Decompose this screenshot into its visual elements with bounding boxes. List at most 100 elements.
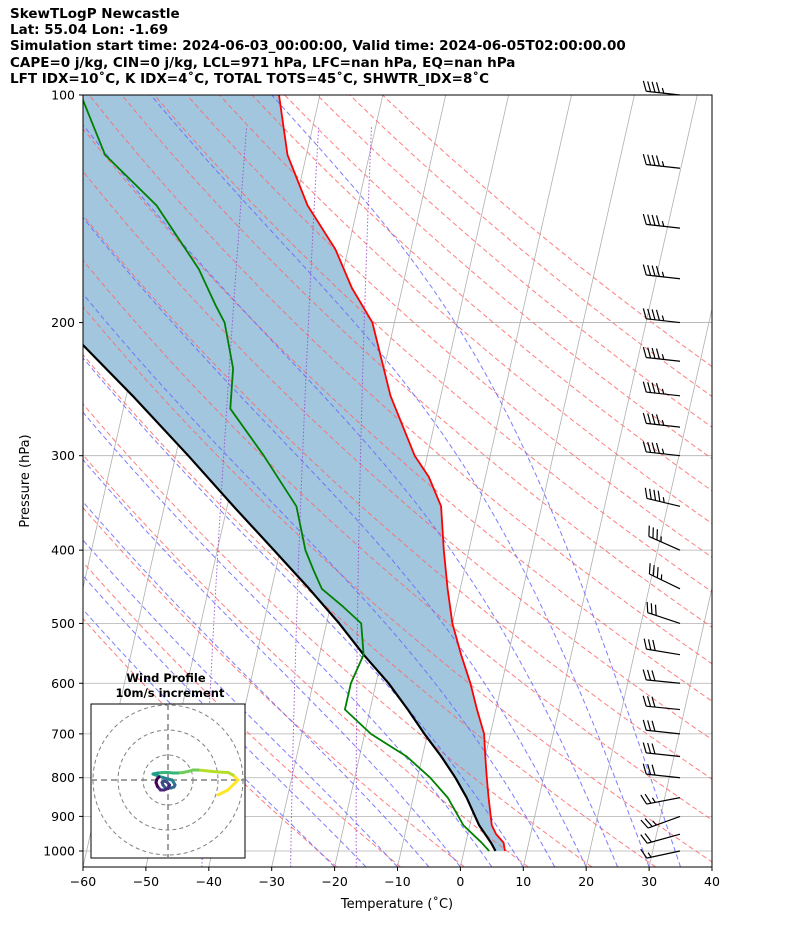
x-tick-label: −40	[196, 874, 222, 889]
cape-line: CAPE=0 j/kg, CIN=0 j/kg, LCL=971 hPa, LF…	[10, 54, 516, 71]
dry-adiabat	[284, 95, 712, 460]
wind-barb	[642, 695, 681, 711]
isotherm-line	[0, 95, 68, 867]
wind-barb	[642, 441, 681, 457]
x-tick-label: 20	[578, 874, 594, 889]
y-tick-label: 900	[51, 809, 75, 824]
dry-adiabat	[153, 95, 712, 593]
y-tick-label: 100	[51, 88, 75, 103]
y-tick-label: 800	[51, 770, 75, 785]
wind-barb	[640, 815, 681, 829]
dewpoint-line	[83, 97, 490, 852]
cape-fill-layer	[83, 95, 505, 851]
x-tick-label: −30	[259, 874, 285, 889]
wind-barb	[642, 308, 681, 324]
x-tick-label: −50	[133, 874, 159, 889]
wind-barb	[642, 719, 681, 735]
wind-barb	[640, 833, 681, 844]
x-tick-label: 10	[515, 874, 531, 889]
wind-barb	[643, 638, 681, 656]
dry-adiabat	[83, 353, 657, 867]
wind-barb	[648, 563, 681, 590]
indices-line: LFT IDX=10˚C, K IDX=4˚C, TOTAL TOTS=45˚C…	[10, 70, 490, 87]
wind-barb	[646, 601, 681, 624]
isotherm-line	[460, 95, 635, 867]
inset-title: Wind Profile	[126, 671, 206, 685]
y-tick-label: 1000	[43, 843, 75, 858]
dry-adiabat	[83, 403, 593, 867]
parcel-profile-line	[83, 343, 497, 852]
moist-adiabat	[83, 574, 367, 867]
axes-layer: −60 −50 −40 −30 −20 −10 0 10 20 30 40 100 200 300 400 5…	[43, 88, 720, 890]
dry-adiabat	[83, 127, 712, 702]
dry-adiabat	[83, 259, 712, 821]
x-tick-label: −20	[321, 874, 347, 889]
moist-adiabat	[150, 95, 650, 867]
y-tick-label: 300	[51, 448, 75, 463]
moist-adiabat	[83, 608, 335, 867]
moist-adiabat	[83, 124, 619, 867]
moist-adiabat	[83, 216, 587, 867]
adiabat-layer	[83, 95, 712, 867]
x-tick-label: −60	[70, 874, 96, 889]
isotherm-line	[0, 95, 5, 867]
temperature-line	[278, 95, 506, 852]
profile-layer	[83, 95, 506, 852]
hodograph-segment	[196, 768, 210, 773]
simulation-time-line: Simulation start time: 2024-06-03_00:00:…	[10, 38, 626, 55]
hodograph-segment	[216, 788, 230, 797]
isotherm-line	[775, 95, 794, 867]
x-tick-label: −10	[384, 874, 410, 889]
hodograph-segment	[155, 775, 161, 781]
wind-barb	[644, 487, 681, 507]
hodograph-segment	[206, 769, 220, 774]
wind-barbs	[640, 80, 681, 859]
moist-adiabat	[271, 95, 681, 867]
location-line: Lat: 55.04 Lon: -1.69	[10, 22, 169, 39]
moist-adiabat	[83, 411, 493, 867]
dry-adiabat	[83, 561, 401, 867]
wind-barb	[642, 346, 681, 362]
chart-title-line: SkewTLogP Newcastle	[10, 6, 180, 22]
y-axis-label: Pressure (hPa)	[18, 434, 33, 527]
wind-barb	[642, 742, 681, 758]
wind-barb	[642, 381, 681, 397]
isotherm-line	[648, 586, 712, 867]
moist-adiabat	[83, 539, 398, 867]
chart-header: SkewTLogP Newcastle Lat: 55.04 Lon: -1.6…	[10, 6, 626, 87]
wind-barb	[642, 669, 681, 684]
isotherm-line	[585, 307, 712, 867]
isotherm-line	[711, 865, 712, 867]
wind-barb	[642, 153, 681, 169]
wind-barb	[640, 848, 681, 859]
wind-barb	[642, 213, 681, 229]
dry-adiabat	[88, 95, 712, 665]
y-tick-label: 400	[51, 543, 75, 558]
dry-adiabat	[83, 617, 338, 867]
x-tick-label: 40	[704, 874, 720, 889]
isotherm-line	[522, 95, 698, 867]
wind-barb	[642, 80, 681, 96]
mixing-ratio-line	[290, 126, 320, 867]
wind-barb	[642, 412, 681, 428]
moist-adiabat	[83, 293, 556, 867]
y-tick-label: 700	[51, 726, 75, 741]
y-tick-label: 200	[51, 315, 75, 330]
y-tick-label: 600	[51, 676, 75, 691]
moist-adiabat	[83, 357, 524, 867]
x-tick-label: 0	[456, 874, 464, 889]
wind-barb	[640, 793, 681, 805]
wind-profile-inset: Wind Profile 10m/s increment	[90, 671, 246, 859]
x-axis-label: Temperature (˚C)	[340, 896, 453, 912]
mixing-ratio-line	[355, 126, 372, 867]
dry-adiabat	[121, 95, 712, 628]
moist-adiabat	[83, 501, 430, 867]
hodograph-segment	[216, 770, 230, 774]
wind-barb	[642, 763, 681, 779]
dry-adiabat	[251, 95, 712, 492]
x-tick-label: 30	[641, 874, 657, 889]
cape-shaded-area	[83, 95, 505, 851]
inset-subtitle: 10m/s increment	[116, 686, 225, 700]
y-tick-label: 500	[51, 616, 75, 631]
